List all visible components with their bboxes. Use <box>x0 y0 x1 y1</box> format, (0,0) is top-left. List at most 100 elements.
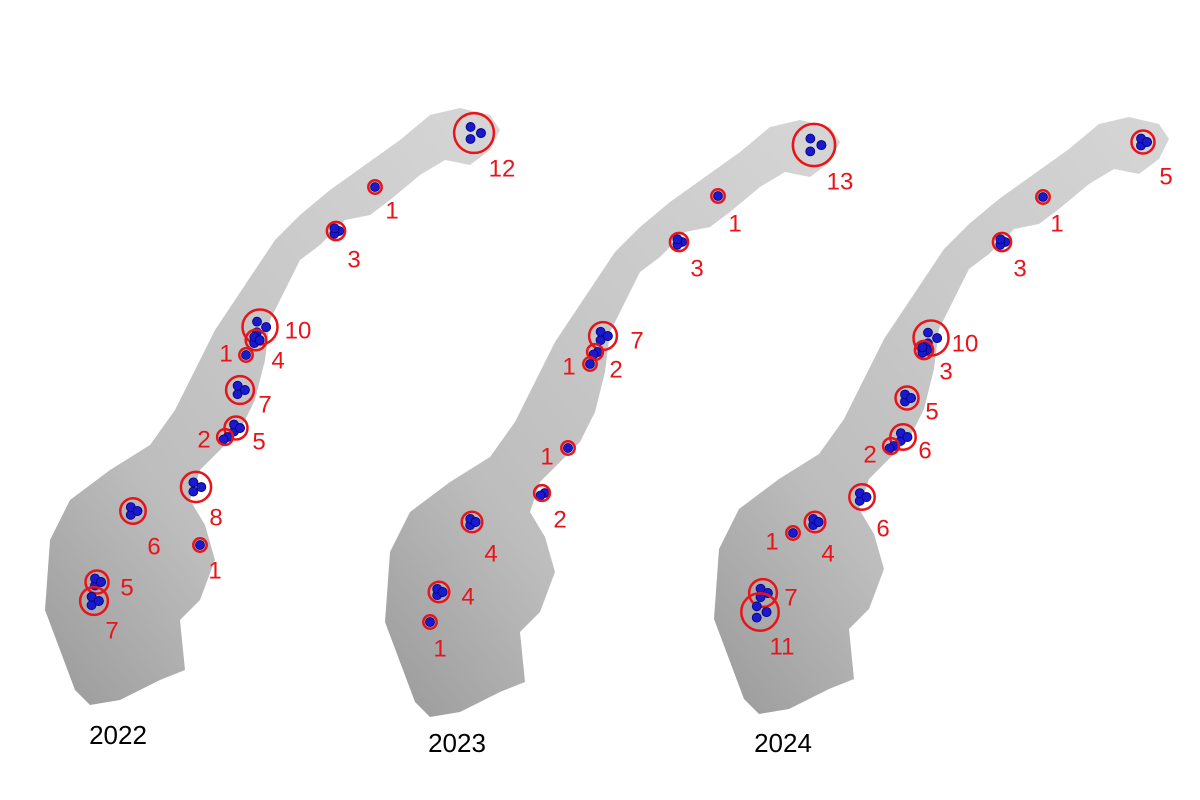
observation-dot <box>902 432 913 442</box>
observation-dot <box>254 335 265 345</box>
cluster-ring <box>1130 129 1156 155</box>
cluster-ring <box>668 231 690 253</box>
cluster-count: 1 <box>562 353 575 380</box>
observation-dot <box>425 617 435 627</box>
cluster-count: 10 <box>952 330 979 357</box>
observation-dot <box>476 128 486 139</box>
cluster-count: 6 <box>876 515 889 542</box>
observation-dot <box>96 577 106 587</box>
cluster-ring <box>84 569 110 595</box>
cluster-count: 3 <box>939 358 952 385</box>
cluster-count: 3 <box>347 246 360 273</box>
observation-dot <box>917 342 928 353</box>
cluster-ring <box>78 585 110 617</box>
cluster-count: 8 <box>209 504 222 531</box>
observation-dot <box>195 540 205 550</box>
cluster-ring <box>894 385 920 411</box>
cluster-ring <box>244 328 268 352</box>
observation-dot <box>241 350 251 360</box>
cluster-ring <box>215 427 235 447</box>
cluster-count: 3 <box>690 255 703 282</box>
observation-dot <box>232 380 243 391</box>
cluster-ring <box>710 188 726 204</box>
cluster-count: 1 <box>433 635 446 662</box>
cluster-count: 1 <box>385 197 398 224</box>
cluster-ring <box>179 470 213 504</box>
cluster-ring <box>560 440 576 456</box>
cluster-ring <box>119 497 147 525</box>
year-label: 2023 <box>428 728 486 758</box>
cluster-ring <box>532 483 552 503</box>
year-label: 2024 <box>754 728 812 758</box>
observation-dot <box>329 223 340 234</box>
cluster-count: 5 <box>925 398 938 425</box>
observation-dot <box>761 607 772 618</box>
observation-dot <box>672 234 683 245</box>
observation-dot <box>235 423 245 433</box>
cluster-count: 5 <box>120 574 133 601</box>
observation-dot <box>906 393 916 403</box>
cluster-count: 7 <box>630 327 643 354</box>
cluster-count: 2 <box>609 356 622 383</box>
cluster-ring <box>913 339 935 361</box>
cluster-ring <box>192 537 208 553</box>
observation-dot <box>751 612 762 623</box>
cluster-count: 5 <box>252 428 265 455</box>
observation-dot <box>816 140 827 151</box>
observation-dot <box>132 506 143 516</box>
observation-dot <box>465 122 476 132</box>
cluster-count: 3 <box>1013 255 1026 282</box>
cluster-ring <box>427 580 451 604</box>
observation-dot <box>585 359 595 369</box>
observation-dot <box>995 234 1006 245</box>
observation-dot <box>252 316 262 327</box>
cluster-ring <box>452 111 496 155</box>
observation-dot <box>239 385 250 395</box>
observation-dot <box>188 477 199 488</box>
cluster-count: 1 <box>208 557 221 584</box>
cluster-count: 4 <box>484 540 497 567</box>
cluster-count: 7 <box>784 584 797 611</box>
year-label: 2022 <box>89 720 147 750</box>
observation-dot <box>788 528 798 538</box>
observation-dot <box>923 327 933 338</box>
cluster-ring <box>791 122 837 168</box>
observation-dot <box>86 591 97 602</box>
observation-dot <box>261 322 272 333</box>
map-2024 <box>714 117 1169 714</box>
observation-dot <box>751 601 762 612</box>
cluster-count: 2 <box>197 426 210 453</box>
cluster-count: 4 <box>271 347 284 374</box>
cluster-count: 6 <box>147 533 160 560</box>
cluster-ring <box>785 525 801 541</box>
observation-dot <box>93 596 104 606</box>
cluster-count: 11 <box>770 633 795 660</box>
cluster-ring <box>367 179 383 195</box>
observation-dot <box>932 333 943 344</box>
cluster-ring <box>582 356 598 372</box>
cluster-ring <box>224 374 256 406</box>
cluster-count: 5 <box>1159 163 1172 190</box>
observation-dot <box>196 482 207 492</box>
cluster-count: 1 <box>540 443 553 470</box>
observation-dot <box>805 146 816 157</box>
cluster-count: 1 <box>1050 210 1063 237</box>
cluster-count: 4 <box>461 583 474 610</box>
observation-dot <box>370 182 380 192</box>
cluster-ring <box>803 510 827 534</box>
observation-dot <box>188 486 199 497</box>
observation-dot <box>563 443 573 453</box>
cluster-ring <box>747 577 779 609</box>
cluster-ring <box>238 347 254 363</box>
observation-dot <box>470 517 481 527</box>
cluster-ring <box>881 436 901 456</box>
cluster-count: 6 <box>918 437 931 464</box>
cluster-count: 2 <box>553 506 566 533</box>
observation-dot <box>465 134 476 144</box>
cluster-ring <box>325 220 347 242</box>
cluster-ring <box>1035 189 1051 205</box>
observation-dot <box>1142 137 1152 147</box>
observation-dot <box>861 492 872 502</box>
cluster-ring <box>848 483 876 511</box>
